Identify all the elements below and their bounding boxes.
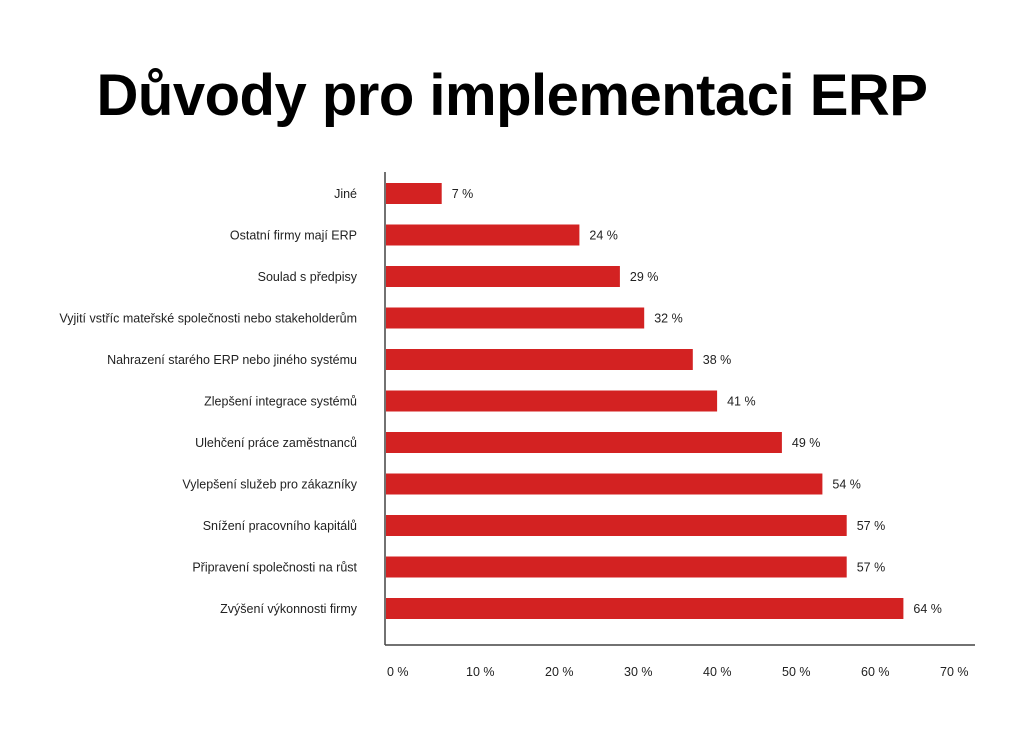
data-label: 41 % [727, 395, 756, 409]
category-label: Vyjití vstříc mateřské společnosti nebo … [59, 312, 357, 326]
category-label: Soulad s předpisy [258, 270, 358, 284]
category-label: Snížení pracovního kapitálů [203, 519, 357, 533]
bar [386, 307, 645, 329]
x-tick-label: 50 % [782, 665, 811, 679]
data-label: 54 % [832, 478, 861, 492]
bar [386, 349, 693, 370]
x-tick-label: 70 % [940, 665, 969, 679]
category-label: Vylepšení služeb pro zákazníky [182, 478, 357, 492]
data-label: 57 % [857, 519, 886, 533]
category-label: Zvýšení výkonnosti firmy [220, 602, 358, 616]
data-label: 49 % [792, 436, 821, 450]
bar [386, 515, 847, 536]
bar [386, 266, 620, 287]
x-tick-label: 40 % [703, 665, 732, 679]
category-label: Nahrazení starého ERP nebo jiného systém… [107, 353, 357, 367]
category-label: Ulehčení práce zaměstnanců [195, 436, 357, 450]
data-label: 64 % [913, 602, 942, 616]
bar [386, 598, 904, 619]
category-label: Jiné [334, 187, 357, 201]
data-label: 57 % [857, 561, 886, 575]
x-tick-label: 60 % [861, 665, 890, 679]
x-tick-label: 30 % [624, 665, 653, 679]
bar [386, 556, 847, 578]
bar [386, 432, 782, 453]
category-label: Zlepšení integrace systémů [204, 395, 357, 409]
data-label: 38 % [703, 353, 732, 367]
data-label: 24 % [589, 229, 618, 243]
data-label: 32 % [654, 312, 683, 326]
category-label: Ostatní firmy mají ERP [230, 229, 357, 243]
bar [386, 183, 442, 204]
x-tick-label: 10 % [466, 665, 495, 679]
category-label: Připravení společnosti na růst [192, 561, 357, 575]
data-label: 29 % [630, 270, 659, 284]
chart-title: Důvody pro implementaci ERP [96, 63, 928, 128]
x-tick-label: 20 % [545, 665, 574, 679]
bar [386, 473, 823, 495]
x-tick-label: 0 % [387, 665, 409, 679]
bar [386, 390, 718, 412]
bar [386, 224, 580, 246]
data-label: 7 % [452, 187, 474, 201]
